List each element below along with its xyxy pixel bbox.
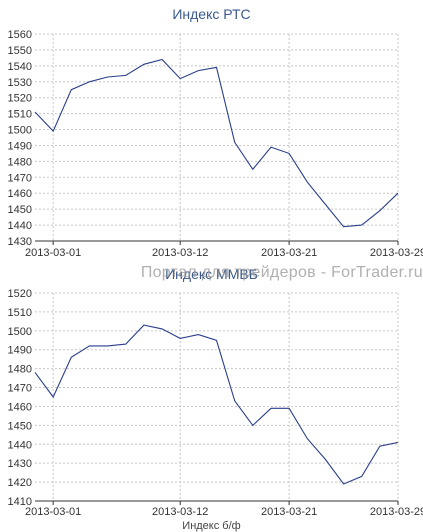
y-tick-label: 1470 xyxy=(8,172,32,184)
chart-title: Индекс ММВБ xyxy=(165,266,258,282)
y-tick-label: 1540 xyxy=(8,61,32,73)
y-tick-label: 1500 xyxy=(8,326,32,338)
y-tick-label: 1490 xyxy=(8,140,32,152)
rts-chart: Индекс РТС 1430 1440 1450 1460 1470 1480 1490 1… xyxy=(0,0,423,262)
x-tick-label: 2013-03-21 xyxy=(261,247,317,259)
y-tick-label: 1430 xyxy=(8,236,32,248)
y-tick-label: 1490 xyxy=(8,345,32,357)
micex-chart-plot: 1410 1420 1430 1440 1450 1460 1470 1480 1490 1500… xyxy=(8,288,423,518)
x-tick-label: 2013-03-21 xyxy=(261,506,317,518)
y-tick-label: 1510 xyxy=(8,307,32,319)
y-tick-label: 1510 xyxy=(8,109,32,121)
y-tick-label: 1560 xyxy=(8,29,32,41)
y-tick-label: 1500 xyxy=(8,125,32,137)
series-line xyxy=(34,58,399,228)
x-tick-label: 2013-03-12 xyxy=(152,247,208,259)
x-tick-label: 2013-03-29 xyxy=(370,506,423,518)
y-tick-label: 1410 xyxy=(8,496,32,508)
x-tick-label: 2013-03-12 xyxy=(152,506,208,518)
y-tick-label: 1430 xyxy=(8,458,32,470)
y-tick-label: 1450 xyxy=(8,204,32,216)
y-tick-label: 1460 xyxy=(8,401,32,413)
x-tick-label: 2013-03-01 xyxy=(25,247,81,259)
y-tick-label: 1480 xyxy=(8,156,32,168)
y-tick-label: 1420 xyxy=(8,477,32,489)
x-tick-label: 2013-03-01 xyxy=(25,506,81,518)
watermark-text: Портал для трейдеров - ForTrader.ru xyxy=(140,264,423,281)
y-tick-label: 1520 xyxy=(8,93,32,105)
y-tick-label: 1460 xyxy=(8,188,32,200)
y-tick-label: 1450 xyxy=(8,420,32,432)
y-tick-label: 1530 xyxy=(8,77,32,89)
y-tick-label: 1520 xyxy=(8,288,32,300)
y-tick-label: 1480 xyxy=(8,364,32,376)
rts-chart-plot: 1430 1440 1450 1460 1470 1480 1490 1500 1510 1520… xyxy=(8,29,423,259)
x-tick-label: 2013-03-29 xyxy=(370,247,423,259)
chart-title: Индекс РТС xyxy=(172,6,251,22)
y-tick-label: 1440 xyxy=(8,220,32,232)
y-tick-label: 1470 xyxy=(8,383,32,395)
series-line xyxy=(34,324,399,485)
bottom-clipped-label: Индекс б/ф xyxy=(182,520,241,532)
y-tick-label: 1440 xyxy=(8,439,32,451)
y-tick-label: 1550 xyxy=(8,45,32,57)
micex-chart: Индекс ММВБ 1410 1420 1430 1440 1450 1460 1470… xyxy=(0,262,423,529)
